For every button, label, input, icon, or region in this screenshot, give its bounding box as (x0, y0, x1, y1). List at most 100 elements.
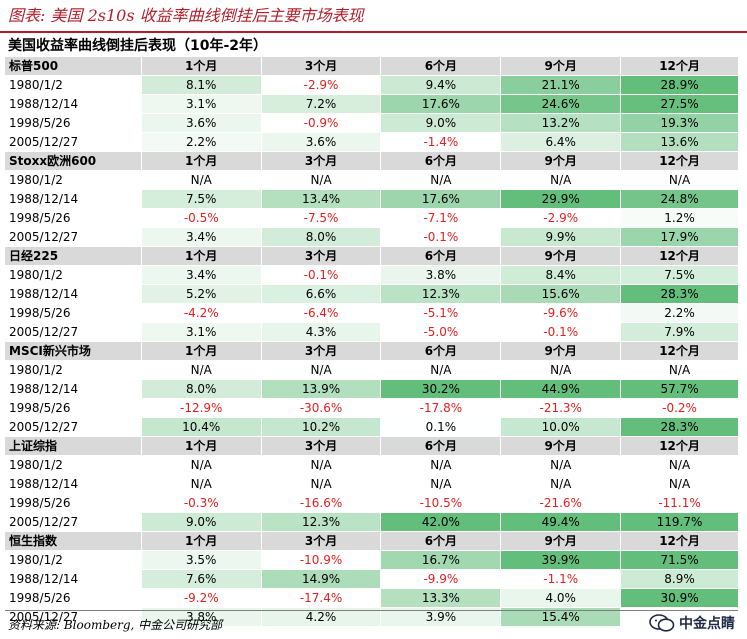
value-cell: -5.0% (381, 323, 501, 341)
value-cell: 44.9% (501, 380, 621, 398)
value-cell: -9.2% (141, 589, 261, 607)
value-cell: 21.1% (501, 76, 621, 94)
row-date: 1998/5/26 (9, 116, 71, 130)
value-cell: 3.1% (141, 95, 261, 113)
column-header: 6个月 (381, 437, 501, 455)
row-date: 2005/12/27 (9, 420, 79, 434)
value-cell: 8.0% (261, 228, 381, 246)
value-cell: 7.5% (621, 266, 738, 284)
value-cell: 30.2% (381, 380, 501, 398)
value-cell: 16.7% (381, 551, 501, 569)
section-name: MSCI新兴市场 (5, 342, 141, 360)
column-header: 1个月 (141, 532, 261, 550)
table-row: 2005/12/27 3.4% 8.0% -0.1% 9.9% 17.9% (5, 228, 738, 246)
column-header: 6个月 (381, 57, 501, 75)
value-cell: 13.9% (261, 380, 381, 398)
value-cell: -21.3% (501, 399, 621, 417)
row-date: 1980/1/2 (9, 363, 63, 377)
value-cell: 8.4% (501, 266, 621, 284)
column-header: 6个月 (381, 342, 501, 360)
column-header: 9个月 (501, 247, 621, 265)
value-cell: 15.4% (501, 608, 621, 626)
table-row: 1988/12/14 N/A N/A N/A N/A N/A (5, 475, 738, 493)
table-row: 1998/5/26 -9.2% -17.4% 13.3% 4.0% 30.9% (5, 589, 738, 607)
table-row: 1980/1/2 N/A N/A N/A N/A N/A (5, 171, 738, 189)
value-cell: 13.4% (261, 190, 381, 208)
value-cell: N/A (501, 361, 621, 379)
value-cell: 2.2% (621, 304, 738, 322)
returns-table: 标普500 1个月 3个月 6个月 9个月 12个月 1980/1/2 8.1% -2.9% 9.… (5, 57, 738, 627)
value-cell: 28.3% (621, 418, 738, 436)
row-date: 2005/12/27 (9, 515, 79, 529)
value-cell: -12.9% (141, 399, 261, 417)
column-header: 3个月 (261, 247, 381, 265)
value-cell: N/A (141, 171, 261, 189)
column-header: 3个月 (261, 437, 381, 455)
section-name: 标普500 (5, 57, 141, 75)
value-cell: -0.1% (381, 228, 501, 246)
value-cell: -0.9% (261, 114, 381, 132)
row-date: 1988/12/14 (9, 382, 79, 396)
row-date: 1998/5/26 (9, 211, 71, 225)
value-cell: 3.6% (141, 114, 261, 132)
value-cell: 1.2% (621, 209, 738, 227)
table-row: 2005/12/27 9.0% 12.3% 42.0% 49.4% 119.7% (5, 513, 738, 531)
row-date: 1988/12/14 (9, 287, 79, 301)
value-cell: 28.9% (621, 76, 738, 94)
value-cell: N/A (381, 456, 501, 474)
value-cell: 24.8% (621, 190, 738, 208)
value-cell: N/A (261, 361, 381, 379)
value-cell: 29.9% (501, 190, 621, 208)
watermark-text: 中金点睛 (679, 616, 735, 632)
value-cell: 10.0% (501, 418, 621, 436)
value-cell: -7.1% (381, 209, 501, 227)
row-date: 1988/12/14 (9, 572, 79, 586)
value-cell: -2.9% (261, 76, 381, 94)
table-row: 2005/12/27 2.2% 3.6% -1.4% 6.4% 13.6% (5, 133, 738, 151)
section-header: 日经225 1个月 3个月 6个月 9个月 12个月 (5, 247, 738, 265)
table-row: 2005/12/27 3.1% 4.3% -5.0% -0.1% 7.9% (5, 323, 738, 341)
table-row: 1988/12/14 3.1% 7.2% 17.6% 24.6% 27.5% (5, 95, 738, 113)
source-note: 资料来源: Bloomberg, 中金公司研究部 (8, 618, 223, 632)
section-header: 上证综指 1个月 3个月 6个月 9个月 12个月 (5, 437, 738, 455)
row-date: 1980/1/2 (9, 553, 63, 567)
value-cell: N/A (501, 171, 621, 189)
table-row: 1988/12/14 7.6% 14.9% -9.9% -1.1% 8.9% (5, 570, 738, 588)
table-row: 1998/5/26 -0.5% -7.5% -7.1% -2.9% 1.2% (5, 209, 738, 227)
value-cell: -0.3% (141, 494, 261, 512)
row-date: 2005/12/27 (9, 230, 79, 244)
column-header: 1个月 (141, 152, 261, 170)
value-cell: -0.5% (141, 209, 261, 227)
value-cell: 13.3% (381, 589, 501, 607)
column-header: 12个月 (621, 152, 738, 170)
value-cell: 9.0% (141, 513, 261, 531)
bottom-divider (5, 610, 738, 611)
table-row: 1988/12/14 7.5% 13.4% 17.6% 29.9% 24.8% (5, 190, 738, 208)
value-cell: -0.1% (261, 266, 381, 284)
table-row: 1980/1/2 3.5% -10.9% 16.7% 39.9% 71.5% (5, 551, 738, 569)
value-cell: 3.4% (141, 266, 261, 284)
section-header: Stoxx欧洲600 1个月 3个月 6个月 9个月 12个月 (5, 152, 738, 170)
value-cell: 42.0% (381, 513, 501, 531)
column-header: 9个月 (501, 152, 621, 170)
value-cell: 3.8% (141, 608, 261, 626)
value-cell: 24.6% (501, 95, 621, 113)
section-name: Stoxx欧洲600 (5, 152, 141, 170)
column-header: 6个月 (381, 247, 501, 265)
value-cell: 3.6% (261, 133, 381, 151)
value-cell: -21.6% (501, 494, 621, 512)
value-cell: N/A (501, 475, 621, 493)
value-cell: N/A (621, 456, 738, 474)
value-cell: -6.4% (261, 304, 381, 322)
row-date: 2005/12/27 (9, 325, 79, 339)
section-header: 标普500 1个月 3个月 6个月 9个月 12个月 (5, 57, 738, 75)
row-date: 1998/5/26 (9, 306, 71, 320)
value-cell: N/A (621, 171, 738, 189)
table-row: 2005/12/27 3.8% 4.2% 3.9% 15.4% (5, 608, 738, 626)
value-cell: 30.9% (621, 589, 738, 607)
row-date: 1980/1/2 (9, 268, 63, 282)
value-cell: -9.9% (381, 570, 501, 588)
value-cell: N/A (381, 171, 501, 189)
section-header: MSCI新兴市场 1个月 3个月 6个月 9个月 12个月 (5, 342, 738, 360)
value-cell: -1.4% (381, 133, 501, 151)
